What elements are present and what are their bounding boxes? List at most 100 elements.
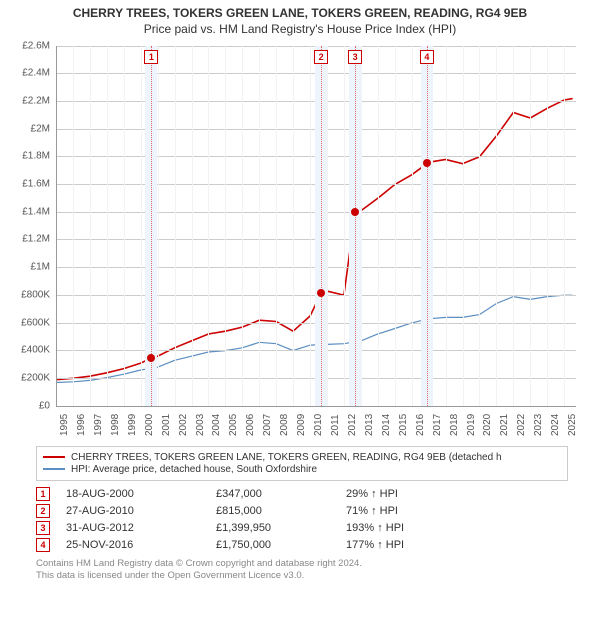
sales-table: 1 18-AUG-2000£347,00029% ↑ HPI 227-AUG-201… — [36, 487, 568, 552]
marker-number-box: 2 — [314, 50, 328, 64]
y-tick-label: £0 — [0, 400, 50, 411]
y-tick-label: £1.4M — [0, 206, 50, 217]
sales-date: 25-NOV-2016 — [66, 539, 216, 551]
sales-row: 4 25-NOV-2016£1,750,000177% ↑ HPI — [36, 538, 568, 552]
x-tick-label: 2021 — [499, 413, 510, 435]
x-tick-label: 2020 — [482, 413, 493, 435]
legend-swatch — [43, 468, 65, 470]
x-gridline — [208, 46, 209, 406]
x-gridline — [395, 46, 396, 406]
x-tick-label: 2016 — [415, 413, 426, 435]
x-gridline — [242, 46, 243, 406]
footer: Contains HM Land Registry data © Crown c… — [36, 558, 588, 583]
x-tick-label: 2007 — [262, 413, 273, 435]
x-tick-label: 2018 — [449, 413, 460, 435]
sales-price: £1,399,950 — [216, 522, 346, 534]
x-tick-label: 2008 — [279, 413, 290, 435]
legend-label: CHERRY TREES, TOKERS GREEN LANE, TOKERS … — [71, 452, 502, 463]
x-gridline — [463, 46, 464, 406]
y-tick-label: £2.6M — [0, 40, 50, 51]
y-tick-label: £1.8M — [0, 151, 50, 162]
sale-dot — [147, 354, 155, 362]
x-gridline — [564, 46, 565, 406]
sales-pct: 29% ↑ HPI — [346, 488, 398, 500]
marker-dashed-line — [355, 46, 356, 406]
x-gridline — [107, 46, 108, 406]
chart-subtitle: Price paid vs. HM Land Registry's House … — [0, 22, 600, 36]
x-tick-label: 2005 — [228, 413, 239, 435]
footer-line1: Contains HM Land Registry data © Crown c… — [36, 558, 588, 570]
y-tick-label: £1M — [0, 262, 50, 273]
marker-number-box: 4 — [420, 50, 434, 64]
x-tick-label: 2024 — [550, 413, 561, 435]
x-tick-label: 2019 — [466, 413, 477, 435]
y-tick-label: £1.6M — [0, 179, 50, 190]
x-gridline — [124, 46, 125, 406]
x-tick-label: 1998 — [110, 413, 121, 435]
sales-date: 31-AUG-2012 — [66, 522, 216, 534]
y-tick-label: £2.4M — [0, 68, 50, 79]
y-tick-label: £800K — [0, 289, 50, 300]
x-gridline — [276, 46, 277, 406]
x-gridline — [327, 46, 328, 406]
x-tick-label: 2001 — [161, 413, 172, 435]
x-tick-label: 2013 — [364, 413, 375, 435]
sales-price: £347,000 — [216, 488, 346, 500]
x-tick-label: 2015 — [398, 413, 409, 435]
x-gridline — [141, 46, 142, 406]
y-tick-label: £200K — [0, 372, 50, 383]
x-tick-label: 2011 — [330, 414, 341, 436]
sales-row: 1 18-AUG-2000£347,00029% ↑ HPI — [36, 487, 568, 501]
marker-dashed-line — [151, 46, 152, 406]
sales-marker-box: 4 — [36, 538, 50, 552]
sales-pct: 71% ↑ HPI — [346, 505, 398, 517]
x-gridline — [293, 46, 294, 406]
x-gridline — [479, 46, 480, 406]
x-gridline — [344, 46, 345, 406]
legend-label: HPI: Average price, detached house, Sout… — [71, 464, 317, 475]
x-tick-label: 2017 — [432, 413, 443, 435]
legend: CHERRY TREES, TOKERS GREEN LANE, TOKERS … — [36, 446, 568, 481]
x-gridline — [225, 46, 226, 406]
x-gridline — [310, 46, 311, 406]
x-gridline — [412, 46, 413, 406]
sale-dot — [317, 289, 325, 297]
x-gridline — [378, 46, 379, 406]
sale-dot — [351, 208, 359, 216]
x-tick-label: 2012 — [347, 413, 358, 435]
sales-marker-box: 3 — [36, 521, 50, 535]
x-gridline — [547, 46, 548, 406]
x-tick-label: 1997 — [93, 413, 104, 435]
sales-row: 227-AUG-2010£815,00071% ↑ HPI — [36, 504, 568, 518]
chart-title: CHERRY TREES, TOKERS GREEN LANE, TOKERS … — [0, 6, 600, 22]
sales-marker-box: 2 — [36, 504, 50, 518]
x-gridline — [446, 46, 447, 406]
x-gridline — [158, 46, 159, 406]
y-tick-label: £600K — [0, 317, 50, 328]
x-tick-label: 2004 — [211, 413, 222, 435]
legend-row: HPI: Average price, detached house, Sout… — [43, 464, 561, 475]
marker-dashed-line — [321, 46, 322, 406]
sales-marker-box: 1 — [36, 487, 50, 501]
x-gridline — [90, 46, 91, 406]
sales-price: £1,750,000 — [216, 539, 346, 551]
sales-pct: 177% ↑ HPI — [346, 539, 404, 551]
x-tick-label: 2014 — [381, 413, 392, 435]
y-tick-label: £1.2M — [0, 234, 50, 245]
x-tick-label: 2010 — [313, 413, 324, 435]
y-tick-label: £400K — [0, 345, 50, 356]
legend-row: CHERRY TREES, TOKERS GREEN LANE, TOKERS … — [43, 452, 561, 463]
sales-date: 18-AUG-2000 — [66, 488, 216, 500]
x-tick-label: 2000 — [144, 413, 155, 435]
x-gridline — [175, 46, 176, 406]
x-tick-label: 1999 — [127, 413, 138, 435]
chart-area: £0£200K£400K£600K£800K£1M£1.2M£1.4M£1.6M… — [34, 40, 594, 440]
x-tick-label: 2003 — [195, 413, 206, 435]
x-gridline — [259, 46, 260, 406]
x-tick-label: 2002 — [178, 413, 189, 435]
x-tick-label: 2022 — [516, 413, 527, 435]
marker-number-box: 3 — [348, 50, 362, 64]
marker-number-box: 1 — [144, 50, 158, 64]
x-tick-label: 1996 — [76, 413, 87, 435]
marker-dashed-line — [427, 46, 428, 406]
